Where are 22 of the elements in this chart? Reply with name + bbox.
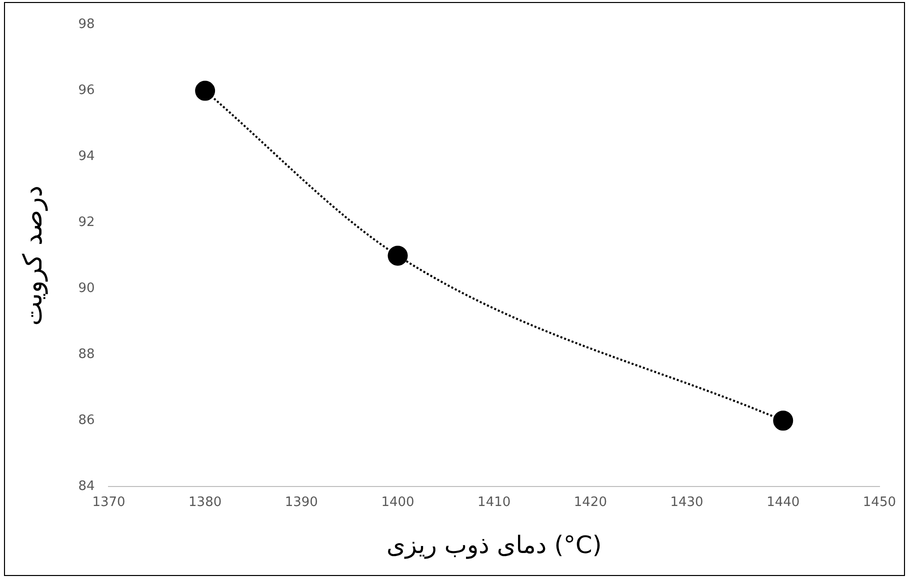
x-tick-label: 1440	[766, 494, 800, 510]
y-axis-title: درصد کرویت	[18, 186, 48, 326]
y-tick-label: 86	[78, 413, 95, 428]
y-tick-label: 84	[78, 478, 95, 494]
x-tick-label: 1400	[381, 494, 414, 510]
x-tick-label: 1450	[862, 494, 896, 510]
x-tick-label: 1430	[670, 494, 704, 510]
point	[773, 410, 794, 431]
y-tick-label: 98	[78, 17, 95, 32]
y-tick-label: 96	[78, 83, 95, 98]
x-tick-label: 1380	[188, 494, 222, 510]
x-axis-title: دمای ذوب ریزی (°C)	[386, 530, 602, 559]
x-tick-label: 1370	[92, 494, 126, 510]
y-tick-label: 90	[78, 281, 95, 296]
y-tick-label: 92	[78, 215, 95, 230]
point	[195, 80, 216, 101]
x-tick-label: 1410	[478, 494, 511, 510]
x-tick-label: 1420	[574, 494, 607, 510]
x-tick-label: 1390	[284, 494, 318, 510]
y-tick-label: 94	[78, 149, 95, 164]
y-tick-label: 88	[78, 347, 95, 362]
point	[388, 246, 408, 266]
